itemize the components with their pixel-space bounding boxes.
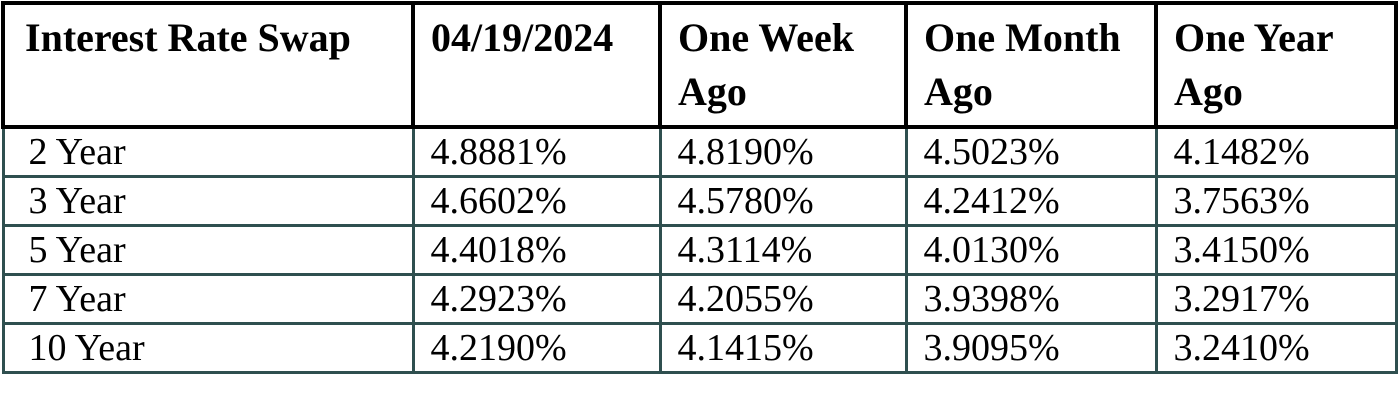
value-cell: 4.8190%: [658, 125, 908, 178]
row-label-cell: 3 Year: [1, 174, 415, 227]
value-cell: 3.2917%: [1154, 272, 1398, 325]
value-cell: 3.2410%: [1154, 321, 1398, 374]
header-cell-one-year-ago: One Year Ago: [1154, 1, 1398, 129]
header-row: Interest Rate Swap 04/19/2024 One Week A…: [1, 1, 1398, 129]
table-row-5-year: 5 Year 4.4018% 4.3114% 4.0130% 3.4150%: [1, 223, 1398, 276]
value-cell: 4.5780%: [658, 174, 908, 227]
value-cell: 4.5023%: [904, 125, 1158, 178]
value-cell: 4.4018%: [411, 223, 662, 276]
value-cell: 4.1482%: [1154, 125, 1398, 178]
value-cell: 4.1415%: [658, 321, 908, 374]
value-cell: 4.2923%: [411, 272, 662, 325]
value-cell: 4.2190%: [411, 321, 662, 374]
table-header: Interest Rate Swap 04/19/2024 One Week A…: [1, 1, 1398, 129]
header-cell-one-week-ago: One Week Ago: [658, 1, 908, 129]
value-cell: 3.7563%: [1154, 174, 1398, 227]
value-cell: 3.9398%: [904, 272, 1158, 325]
value-cell: 4.8881%: [411, 125, 662, 178]
table-row-10-year: 10 Year 4.2190% 4.1415% 3.9095% 3.2410%: [1, 321, 1398, 374]
row-label-cell: 10 Year: [1, 321, 415, 374]
interest-rate-swap-table: Interest Rate Swap 04/19/2024 One Week A…: [1, 1, 1398, 374]
value-cell: 4.6602%: [411, 174, 662, 227]
header-cell-current-date: 04/19/2024: [411, 1, 662, 129]
header-cell-one-month-ago: One Month Ago: [904, 1, 1158, 129]
row-label-cell: 2 Year: [1, 125, 415, 178]
rates-table-container: Interest Rate Swap 04/19/2024 One Week A…: [1, 1, 1398, 374]
table-row-7-year: 7 Year 4.2923% 4.2055% 3.9398% 3.2917%: [1, 272, 1398, 325]
table-row-3-year: 3 Year 4.6602% 4.5780% 4.2412% 3.7563%: [1, 174, 1398, 227]
row-label-cell: 5 Year: [1, 223, 415, 276]
value-cell: 4.3114%: [658, 223, 908, 276]
value-cell: 3.4150%: [1154, 223, 1398, 276]
row-label-cell: 7 Year: [1, 272, 415, 325]
table-body: 2 Year 4.8881% 4.8190% 4.5023% 4.1482% 3…: [1, 125, 1398, 374]
table-row-2-year: 2 Year 4.8881% 4.8190% 4.5023% 4.1482%: [1, 125, 1398, 178]
value-cell: 4.2055%: [658, 272, 908, 325]
header-cell-title: Interest Rate Swap: [1, 1, 415, 129]
value-cell: 3.9095%: [904, 321, 1158, 374]
value-cell: 4.0130%: [904, 223, 1158, 276]
value-cell: 4.2412%: [904, 174, 1158, 227]
